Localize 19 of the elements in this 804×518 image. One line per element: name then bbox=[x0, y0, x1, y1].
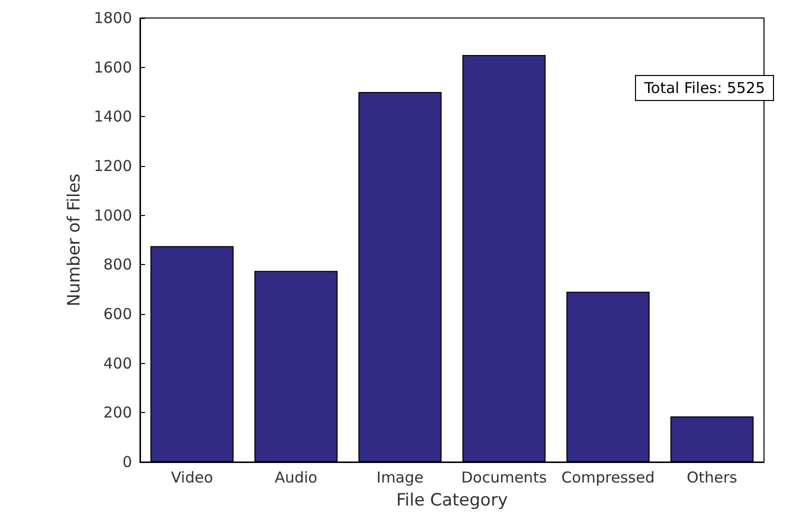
x-axis-title: File Category bbox=[396, 490, 508, 510]
annotation: Total Files: 5525 bbox=[635, 75, 774, 101]
x-tick-label: Video bbox=[170, 468, 214, 486]
y-tick-label: 1800 bbox=[94, 9, 132, 27]
x-tick-label: Others bbox=[686, 468, 738, 486]
x-tick-label: Audio bbox=[274, 468, 318, 486]
x-tick-label: Compressed bbox=[561, 468, 655, 486]
y-tick-label: 1600 bbox=[94, 58, 132, 76]
y-tick-label: 1000 bbox=[94, 206, 132, 224]
y-tick-label: 0 bbox=[122, 453, 132, 471]
y-tick-label: 400 bbox=[103, 354, 132, 372]
y-tick-label: 800 bbox=[103, 256, 132, 274]
y-tick-label: 600 bbox=[103, 305, 132, 323]
y-tick-label: 200 bbox=[103, 404, 132, 422]
x-tick-label: Image bbox=[376, 468, 424, 486]
y-tick-label: 1400 bbox=[94, 108, 132, 126]
x-tick-label: Documents bbox=[461, 468, 547, 486]
y-axis-title: Number of Files bbox=[64, 173, 84, 306]
y-tick-label: 1200 bbox=[94, 157, 132, 175]
